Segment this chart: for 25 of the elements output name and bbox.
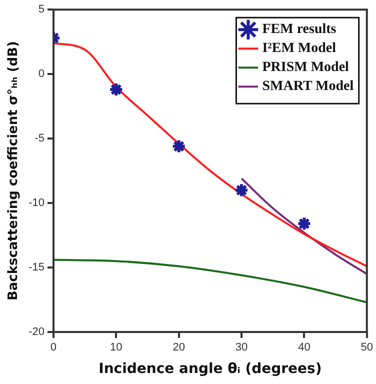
y-tick-label: -15 <box>28 262 44 274</box>
point <box>171 138 186 154</box>
x-axis-title: Incidence angle θᵢ (degrees) <box>98 361 322 378</box>
legend-label: PRISM Model <box>262 60 350 76</box>
point <box>296 216 312 232</box>
y-tick-label: -10 <box>28 197 44 210</box>
x-tick-label: 20 <box>172 342 185 354</box>
legend-label: FEM results <box>262 22 337 38</box>
legend-label: I²EM Model <box>262 41 336 56</box>
x-tick-label: 50 <box>360 342 374 354</box>
line-series <box>240 178 367 275</box>
y-tick-label: -5 <box>34 132 44 145</box>
legend-label: SMART Model <box>262 79 354 94</box>
point <box>108 82 124 98</box>
x-tick-label: 10 <box>110 342 122 354</box>
y-tick-label: 5 <box>38 4 44 16</box>
line-series <box>54 258 367 304</box>
point <box>234 182 250 198</box>
x-tick-label: 30 <box>235 342 248 354</box>
y-axis-title: Backscattering coefficient σ°ₕₕ (dB) <box>6 41 22 301</box>
line-series <box>54 42 367 268</box>
x-tick-label: 40 <box>298 342 310 354</box>
y-tick-label: 0 <box>38 68 44 80</box>
x-tick-label: 0 <box>50 342 57 354</box>
y-tick-label: -20 <box>28 326 44 338</box>
